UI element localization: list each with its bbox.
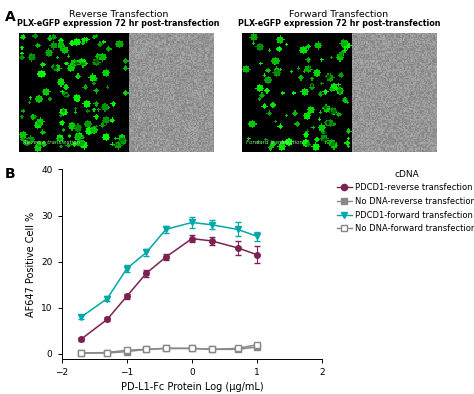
Text: PLX-eGFP expression 72 hr post-transfection: PLX-eGFP expression 72 hr post-transfect…	[237, 19, 440, 28]
Text: A: A	[5, 10, 16, 24]
Text: Reverse transfection: Reverse transfection	[23, 140, 80, 145]
Legend: PDCD1-reverse transfection, No DNA-reverse transfection, PDCD1-forward transfect: PDCD1-reverse transfection, No DNA-rever…	[337, 170, 474, 233]
Text: Reverse Transfection: Reverse Transfection	[69, 10, 168, 19]
X-axis label: PD-L1-Fc Protein Log (µg/mL): PD-L1-Fc Protein Log (µg/mL)	[121, 382, 263, 392]
Text: B: B	[5, 167, 15, 182]
Y-axis label: AF647 Positive Cell %: AF647 Positive Cell %	[26, 211, 36, 317]
Text: Forward transfection: Forward transfection	[246, 140, 303, 145]
Text: PLX-eGFP expression 72 hr post-transfection: PLX-eGFP expression 72 hr post-transfect…	[17, 19, 220, 28]
Text: Forward Transfection: Forward Transfection	[289, 10, 389, 19]
